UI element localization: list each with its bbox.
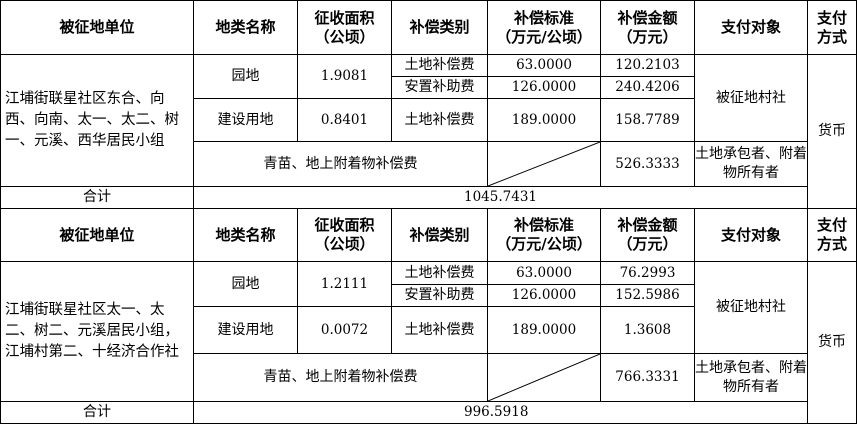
table-row: 合计 996.5918 xyxy=(0,401,857,424)
header-pay-method: 支付 方式 xyxy=(807,0,857,55)
table-row: 江埔街联星社区太一、太二、树二、元溪居民小组，江埔村第二、十经济合作社 园地 1.2… xyxy=(0,261,857,424)
category: 土地补偿费 xyxy=(391,98,488,142)
standard: 189.0000 xyxy=(487,98,601,142)
pay-method: 货币 xyxy=(807,261,857,424)
header-land-type: 地类名称 xyxy=(193,208,298,262)
land-type: 园地 xyxy=(193,261,298,307)
land-area: 0.8401 xyxy=(297,98,392,142)
table-row: 被征地单位 地类名称 征收面积 （公顷） 补偿类别 补偿标准 （万元/公顷） 补偿金额 （… xyxy=(0,0,857,55)
header-payee: 支付对象 xyxy=(694,0,808,55)
standard: 63.0000 xyxy=(487,54,601,77)
pay-method: 货币 xyxy=(807,54,857,209)
diagonal-empty-cell xyxy=(487,141,601,187)
diagonal-empty-cell xyxy=(487,353,601,402)
amount: 1.3608 xyxy=(600,306,695,354)
standard: 126.0000 xyxy=(487,76,601,99)
header-pay-method: 支付 方式 xyxy=(807,208,857,262)
category: 土地补偿费 xyxy=(391,306,488,354)
land-type: 园地 xyxy=(193,54,298,99)
header-standard: 补偿标准 （万元/公顷） xyxy=(487,0,601,55)
diagonal-line xyxy=(488,354,600,401)
header-unit: 被征地单位 xyxy=(0,0,194,55)
table-row: 青苗、地上附着物补偿费 766.3331 土地承包者、附着物所有者 xyxy=(1,353,857,402)
payee: 土地承包者、附着物所有者 xyxy=(694,141,808,187)
header-category: 补偿类别 xyxy=(391,0,488,55)
amount: 120.2103 xyxy=(600,54,695,77)
category: 土地补偿费 xyxy=(391,54,488,77)
table-row: 建设用地 0.0072 土地补偿费 189.0000 1.3608 xyxy=(1,306,857,354)
land-type: 建设用地 xyxy=(193,306,298,354)
header-standard: 补偿标准 （万元/公顷） xyxy=(487,208,601,262)
land-area: 1.9081 xyxy=(297,54,392,99)
category: 安置补助费 xyxy=(391,76,488,99)
amount: 76.2993 xyxy=(600,261,695,285)
header-unit: 被征地单位 xyxy=(0,208,194,262)
table-row: 江埔街联星社区东合、向西、向南、太一、太二、树一、元溪、西华居民小组 园地 1.90… xyxy=(0,54,857,209)
total-label: 合计 xyxy=(0,401,194,424)
land-area: 0.0072 xyxy=(297,306,392,354)
payee: 被征地村社 xyxy=(694,54,808,142)
payee: 被征地村社 xyxy=(694,261,808,354)
total-value: 1045.7431 xyxy=(193,186,808,209)
crops-amount: 766.3331 xyxy=(600,353,695,402)
amount: 240.4206 xyxy=(600,76,695,99)
total-value: 996.5918 xyxy=(193,401,808,424)
header-amount: 补偿金额 （万元） xyxy=(600,0,695,55)
category: 土地补偿费 xyxy=(391,261,488,285)
total-label: 合计 xyxy=(0,186,194,209)
table-row: 合计 1045.7431 xyxy=(0,186,857,209)
land-type: 建设用地 xyxy=(193,98,298,142)
amount: 152.5986 xyxy=(600,284,695,307)
unit-name: 江埔街联星社区太一、太二、树二、元溪居民小组，江埔村第二、十经济合作社 xyxy=(0,261,194,402)
crops-label: 青苗、地上附着物补偿费 xyxy=(193,353,488,402)
crops-label: 青苗、地上附着物补偿费 xyxy=(193,141,488,187)
header-area: 征收面积 （公顷） xyxy=(297,0,392,55)
unit-name: 江埔街联星社区东合、向西、向南、太一、太二、树一、元溪、西华居民小组 xyxy=(0,54,194,187)
crops-amount: 526.3333 xyxy=(600,141,695,187)
amount: 158.7789 xyxy=(600,98,695,142)
category: 安置补助费 xyxy=(391,284,488,307)
standard: 189.0000 xyxy=(487,306,601,354)
header-amount: 补偿金额 （万元） xyxy=(600,208,695,262)
land-area: 1.2111 xyxy=(297,261,392,307)
payee: 土地承包者、附着物所有者 xyxy=(694,353,808,402)
header-area: 征收面积 （公顷） xyxy=(297,208,392,262)
header-category: 补偿类别 xyxy=(391,208,488,262)
table-row: 被征地单位 地类名称 征收面积 （公顷） 补偿类别 补偿标准 （万元/公顷） 补偿金额 （… xyxy=(0,208,857,262)
standard: 126.0000 xyxy=(487,284,601,307)
standard: 63.0000 xyxy=(487,261,601,285)
diagonal-line xyxy=(488,142,600,186)
header-land-type: 地类名称 xyxy=(193,0,298,55)
header-payee: 支付对象 xyxy=(694,208,808,262)
